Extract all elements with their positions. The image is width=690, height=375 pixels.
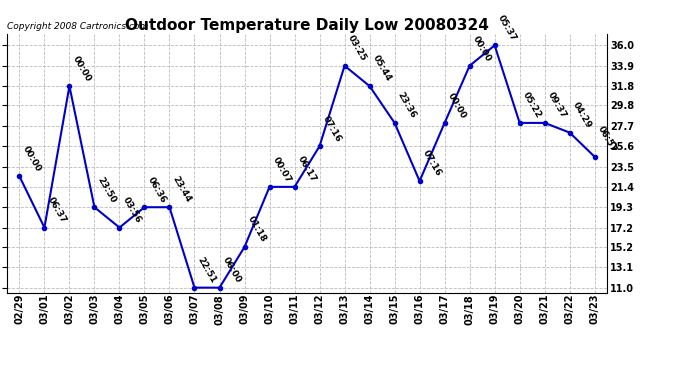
Text: 07:16: 07:16 — [321, 114, 343, 143]
Text: 06:36: 06:36 — [146, 175, 168, 204]
Text: 05:44: 05:44 — [371, 54, 393, 83]
Text: 00:07: 00:07 — [271, 155, 293, 184]
Text: 06:00: 06:00 — [221, 256, 243, 285]
Text: 04:29: 04:29 — [571, 100, 593, 130]
Text: 01:18: 01:18 — [246, 215, 268, 244]
Text: 03:56: 03:56 — [121, 196, 143, 225]
Text: 09:37: 09:37 — [546, 91, 569, 120]
Text: 06:37: 06:37 — [46, 195, 68, 225]
Title: Outdoor Temperature Daily Low 20080324: Outdoor Temperature Daily Low 20080324 — [125, 18, 489, 33]
Text: 23:44: 23:44 — [171, 175, 193, 204]
Text: 06:17: 06:17 — [296, 155, 318, 184]
Text: 05:37: 05:37 — [496, 13, 518, 43]
Text: 22:51: 22:51 — [196, 256, 218, 285]
Text: 00:00: 00:00 — [21, 145, 43, 173]
Text: 00:00: 00:00 — [471, 34, 493, 63]
Text: 00:00: 00:00 — [71, 54, 92, 83]
Text: 23:50: 23:50 — [96, 175, 118, 204]
Text: 06:57: 06:57 — [596, 125, 618, 154]
Text: 07:16: 07:16 — [421, 149, 443, 178]
Text: 05:22: 05:22 — [521, 91, 543, 120]
Text: 23:36: 23:36 — [396, 91, 418, 120]
Text: 00:00: 00:00 — [446, 91, 468, 120]
Text: Copyright 2008 Cartronics.com: Copyright 2008 Cartronics.com — [7, 22, 148, 31]
Text: 03:25: 03:25 — [346, 34, 368, 63]
